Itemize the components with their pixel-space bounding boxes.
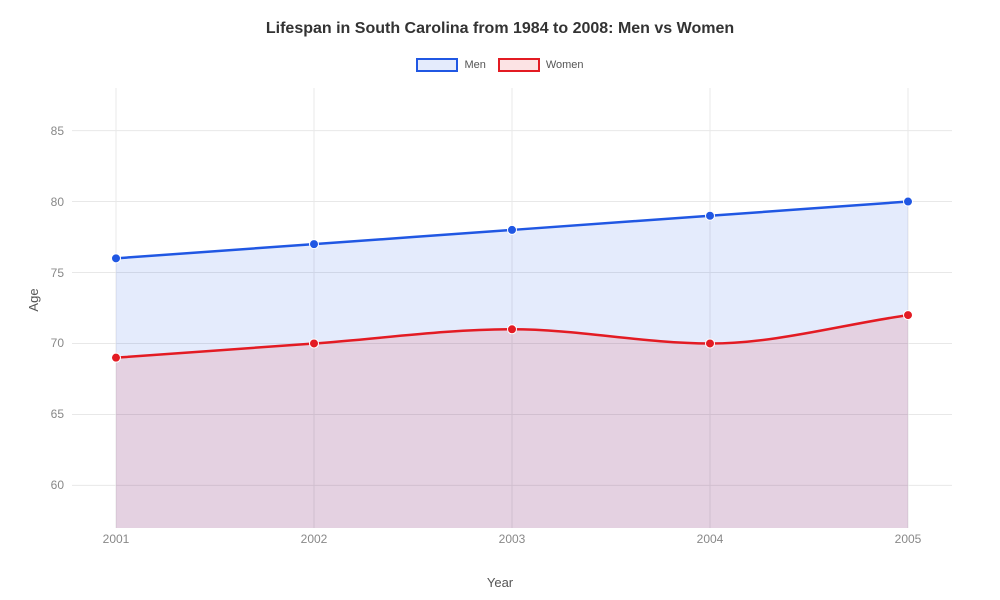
y-tick-label: 65: [24, 407, 64, 421]
legend-swatch-women: [498, 58, 540, 72]
x-tick-label: 2005: [895, 532, 922, 546]
data-svg: [72, 88, 952, 528]
marker-men[interactable]: [904, 197, 913, 206]
marker-women[interactable]: [508, 325, 517, 334]
x-tick-label: 2004: [697, 532, 724, 546]
y-tick-label: 75: [24, 266, 64, 280]
legend-label-women: Women: [546, 59, 584, 71]
chart-title: Lifespan in South Carolina from 1984 to …: [0, 20, 1000, 38]
chart-container: Lifespan in South Carolina from 1984 to …: [0, 0, 1000, 600]
legend-item-women[interactable]: Women: [498, 58, 584, 72]
legend-swatch-men: [416, 58, 458, 72]
legend: Men Women: [0, 58, 1000, 72]
marker-men[interactable]: [112, 254, 121, 263]
y-tick-label: 80: [24, 195, 64, 209]
legend-label-men: Men: [464, 59, 485, 71]
marker-men[interactable]: [310, 240, 319, 249]
marker-women[interactable]: [706, 339, 715, 348]
x-tick-label: 2002: [301, 532, 328, 546]
legend-item-men[interactable]: Men: [416, 58, 485, 72]
marker-women[interactable]: [904, 311, 913, 320]
marker-women[interactable]: [112, 353, 121, 362]
plot-area: [72, 88, 952, 528]
y-tick-label: 70: [24, 336, 64, 350]
y-tick-label: 85: [24, 124, 64, 138]
x-axis-title: Year: [0, 575, 1000, 590]
marker-men[interactable]: [508, 225, 517, 234]
x-tick-label: 2001: [103, 532, 130, 546]
y-tick-label: 60: [24, 478, 64, 492]
marker-women[interactable]: [310, 339, 319, 348]
x-tick-label: 2003: [499, 532, 526, 546]
marker-men[interactable]: [706, 211, 715, 220]
y-axis-title: Age: [26, 288, 41, 311]
